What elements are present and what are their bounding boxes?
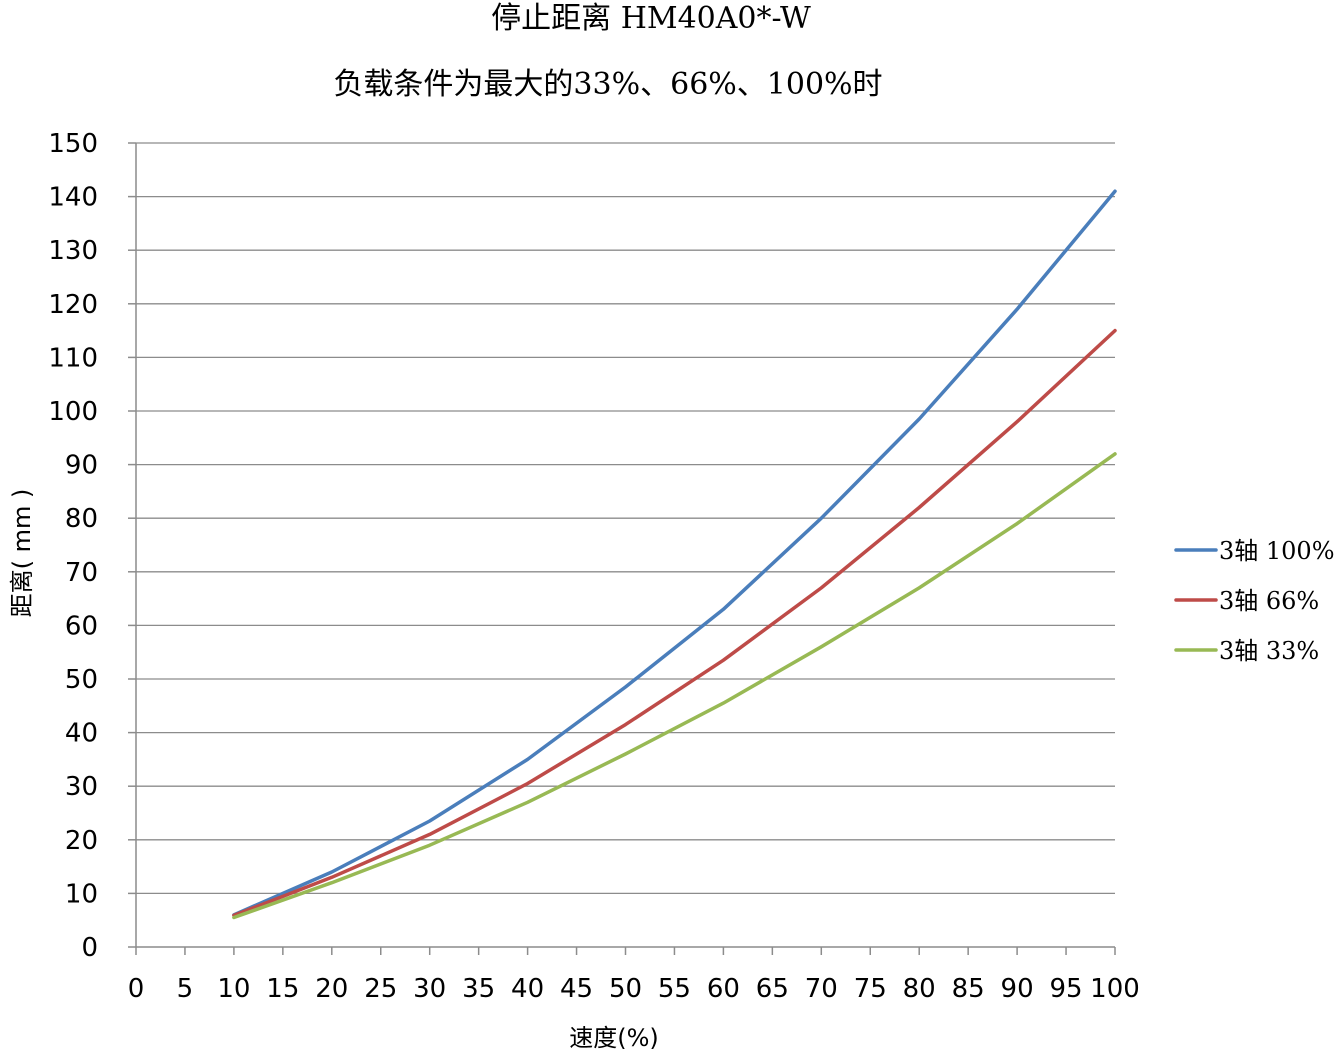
- y-tick-label: 20: [65, 826, 98, 856]
- y-tick-label: 150: [48, 129, 98, 159]
- y-tick-label: 130: [48, 236, 98, 266]
- chart-title: 停止距离 HM40A0*-W: [491, 1, 811, 36]
- y-tick-label: 110: [48, 343, 98, 373]
- gridlines: [136, 142, 1115, 895]
- y-tick-label: 50: [65, 665, 98, 695]
- x-tick-label: 25: [364, 974, 397, 1004]
- x-tick-label: 80: [903, 974, 936, 1004]
- x-tick-label: 100: [1090, 974, 1140, 1004]
- x-tick-label: 50: [609, 974, 642, 1004]
- x-tick-label: 85: [952, 974, 985, 1004]
- x-tick-label: 60: [707, 974, 740, 1004]
- y-tick-label: 140: [48, 183, 98, 213]
- y-tick-label: 80: [65, 504, 98, 534]
- x-tick-label: 45: [560, 974, 593, 1004]
- legend-item: 3轴 33%: [1174, 637, 1319, 665]
- x-tick-label: 90: [1001, 974, 1034, 1004]
- series-line-2: [232, 328, 1117, 918]
- y-tick-label: 0: [81, 933, 98, 963]
- x-tick-label: 30: [413, 974, 446, 1004]
- y-tick-label: 40: [65, 719, 98, 749]
- x-tick-label: 20: [315, 974, 348, 1004]
- chart-subtitle: 负载条件为最大的33%、66%、100%时: [333, 67, 882, 102]
- x-tick-label: 5: [177, 974, 194, 1004]
- x-tick-label: 55: [658, 974, 691, 1004]
- y-tick-label: 90: [65, 451, 98, 481]
- series-line-1: [232, 189, 1117, 917]
- x-tick-label: 40: [511, 974, 544, 1004]
- legend-item: 3轴 66%: [1174, 587, 1319, 615]
- y-tick-label: 120: [48, 290, 98, 320]
- series-line-3: [232, 452, 1117, 920]
- y-axis-title: 距离( mm ): [8, 489, 36, 618]
- y-tick-label: 60: [65, 611, 98, 641]
- legend-label: 3轴 33%: [1219, 637, 1319, 665]
- x-tick-label: 10: [217, 974, 250, 1004]
- x-tick-label: 75: [854, 974, 887, 1004]
- x-axis-title: 速度(%): [569, 1024, 659, 1051]
- x-tick-label: 95: [1050, 974, 1083, 1004]
- legend-label: 3轴 66%: [1219, 587, 1319, 615]
- legend-item: 3轴 100%: [1174, 537, 1335, 565]
- y-tick-label: 30: [65, 772, 98, 802]
- x-tick-label: 65: [756, 974, 789, 1004]
- y-tick-label: 100: [48, 397, 98, 427]
- series-lines: [232, 189, 1117, 920]
- x-tick-label: 15: [266, 974, 299, 1004]
- y-tick-label: 10: [65, 879, 98, 909]
- x-tick-label: 35: [462, 974, 495, 1004]
- legend-label: 3轴 100%: [1219, 537, 1335, 565]
- legend: 3轴 100% 3轴 66% 3轴 33%: [1174, 537, 1335, 665]
- x-tick-label: 0: [128, 974, 145, 1004]
- y-tick-label: 70: [65, 558, 98, 588]
- x-tick-label: 70: [805, 974, 838, 1004]
